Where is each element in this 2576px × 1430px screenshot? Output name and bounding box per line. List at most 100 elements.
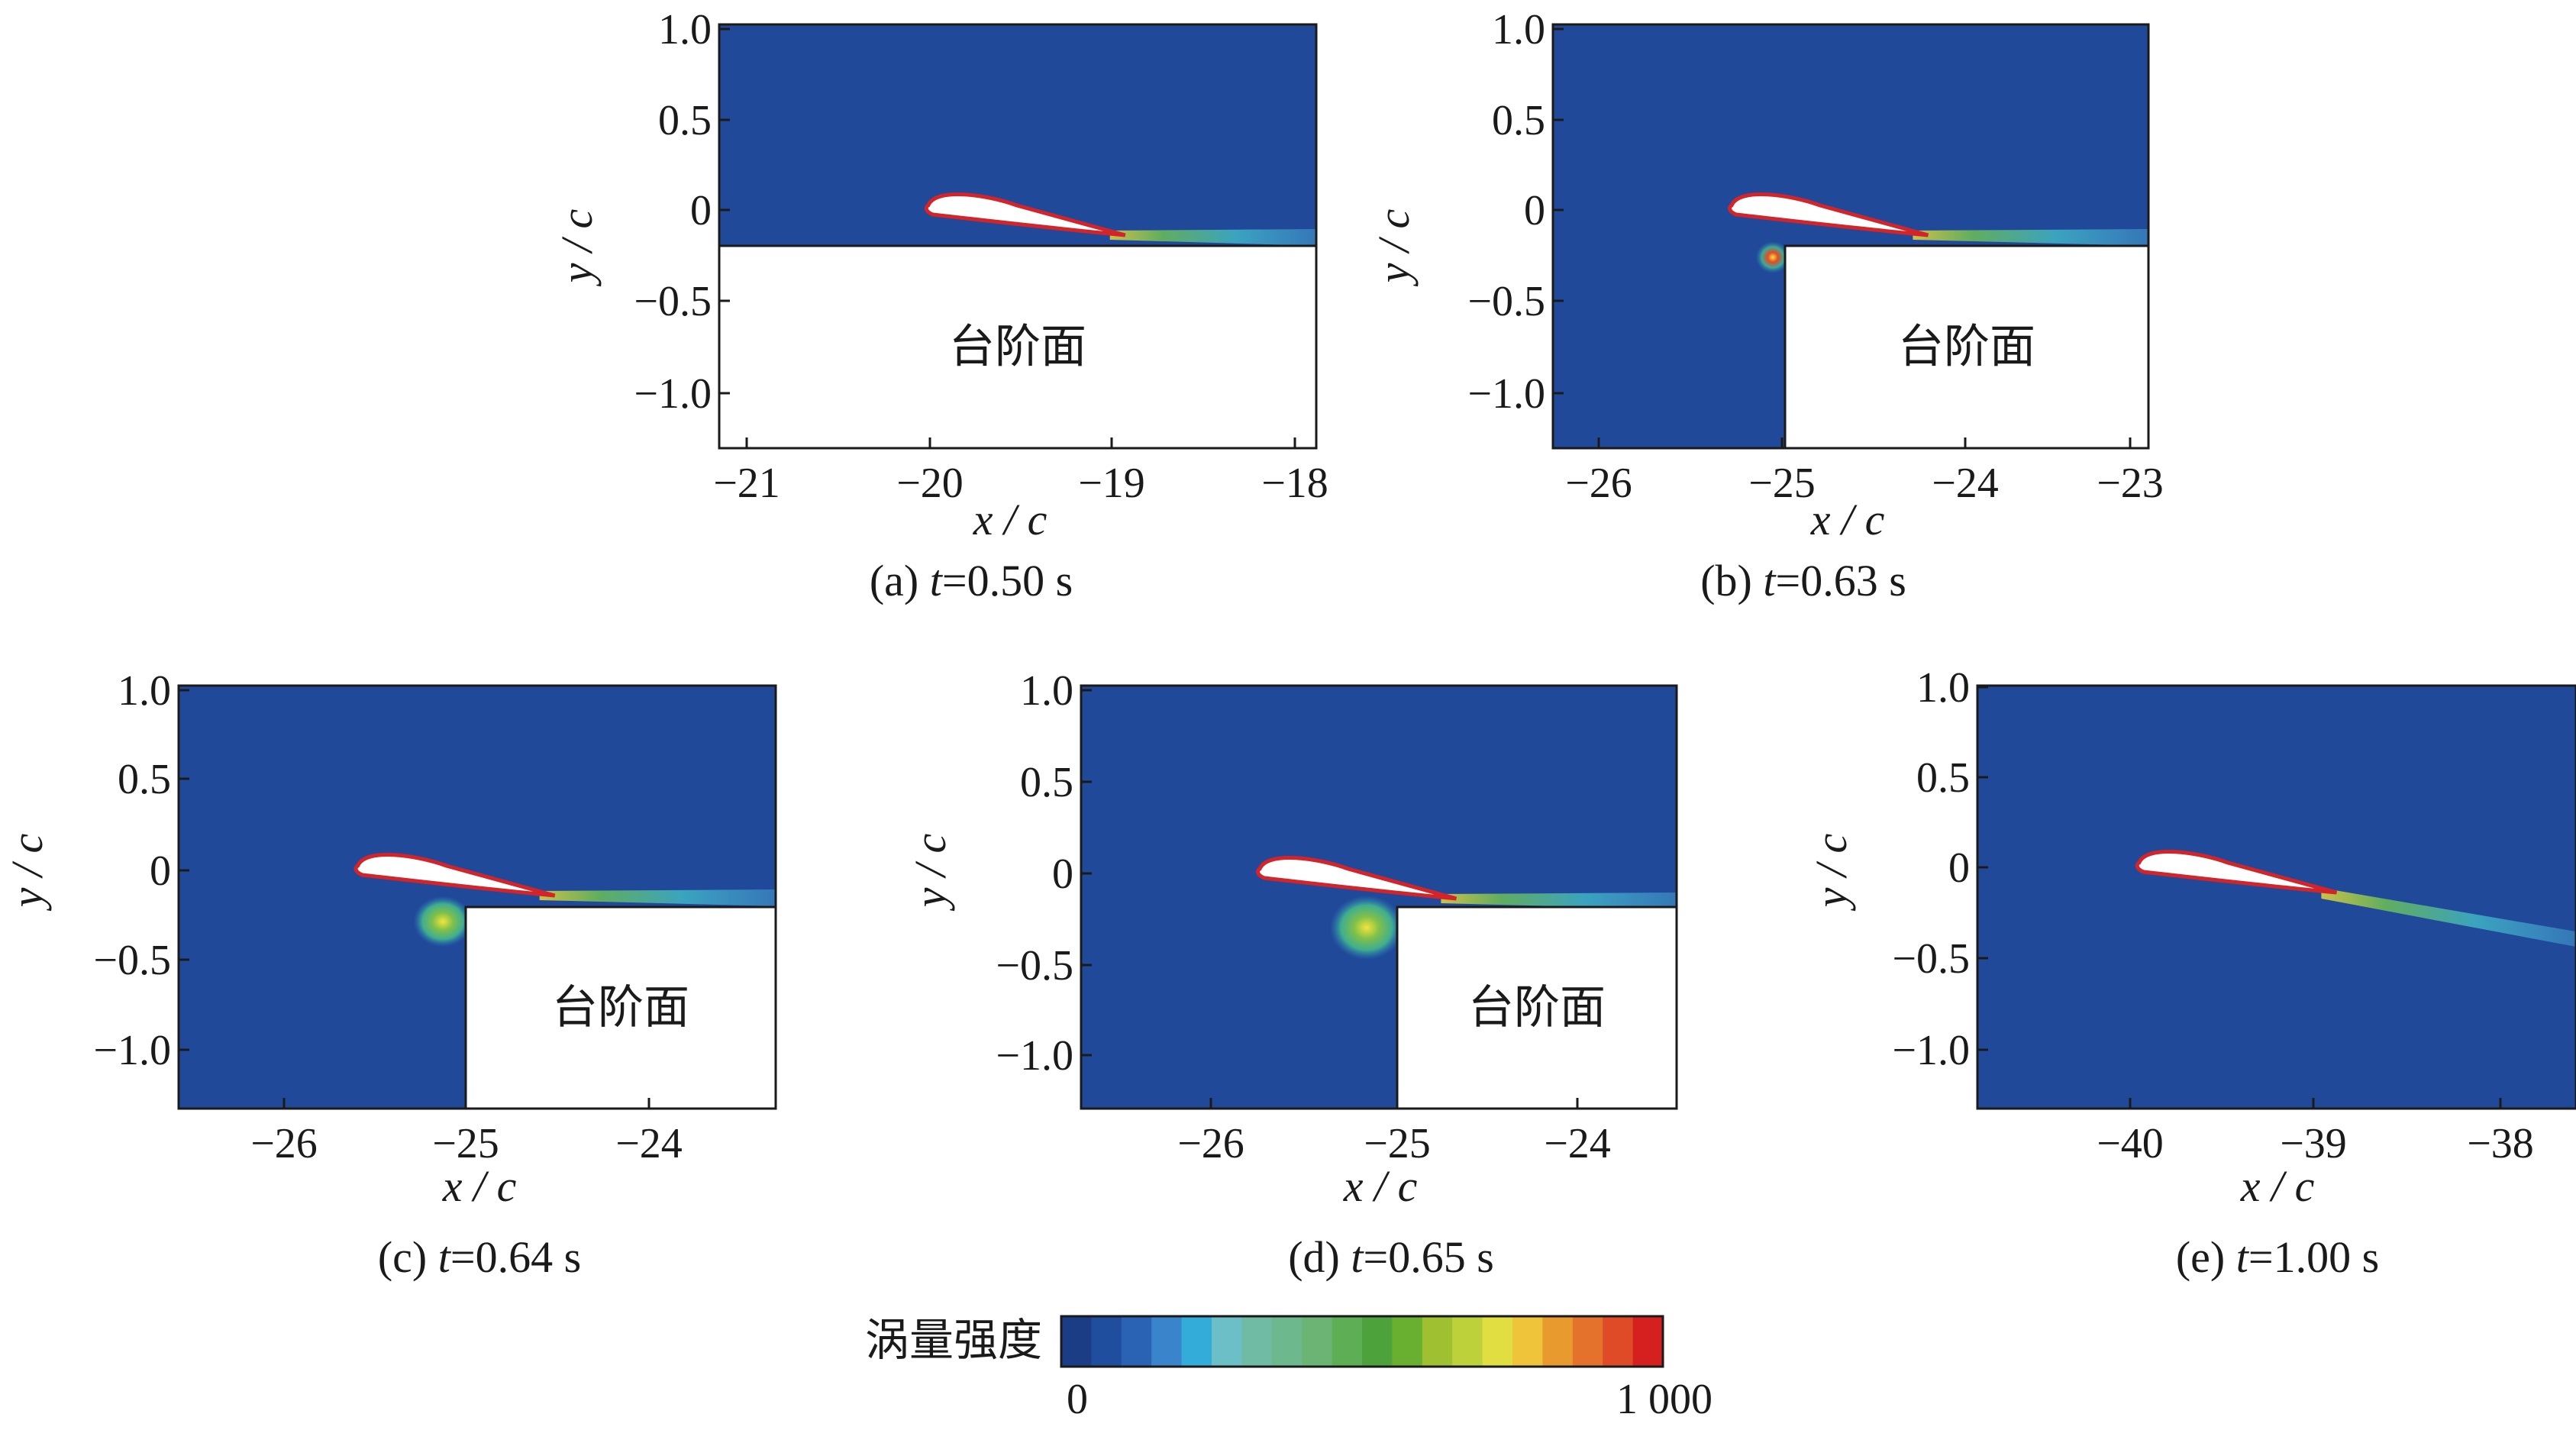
shed-vortex [1755, 241, 1790, 273]
y-axis-label: y / c [905, 833, 955, 911]
x-tick-label: −25 [1748, 460, 1816, 507]
y-tick-label: 0 [690, 187, 712, 234]
y-tick-label: 0.5 [1916, 754, 1970, 802]
colorbar-max-label: 1 000 [1616, 1376, 1712, 1423]
x-tick-label: −25 [432, 1120, 499, 1167]
shed-vortex [413, 896, 473, 947]
x-axis-label: x / c [2240, 1161, 2315, 1211]
colorbar-cell [1392, 1316, 1423, 1367]
colorbar-cell [1632, 1316, 1664, 1367]
y-tick-label: −1.0 [1467, 370, 1545, 418]
y-axis-label: y / c [1806, 833, 1856, 911]
y-tick-label: 0 [1052, 851, 1073, 898]
colorbar-cell [1271, 1316, 1303, 1367]
x-axis-label: x / c [1343, 1161, 1418, 1211]
y-tick-label: −0.5 [1467, 278, 1545, 325]
colorbar-cell [1151, 1316, 1183, 1367]
vorticity-field [1977, 686, 2576, 1109]
x-tick-label: −40 [2097, 1120, 2164, 1167]
colorbar-cell [1572, 1316, 1603, 1367]
colorbar-cell [1542, 1316, 1574, 1367]
panel-caption: (d) t=0.65 s [1288, 1232, 1494, 1282]
y-axis-label: y / c [1369, 208, 1419, 286]
panel-b: 台阶面 −26 −25 −24 −23 1.0 0.5 0 −0.5 −1.0 x / c y / c… [1369, 6, 2164, 605]
wake [1441, 893, 1677, 909]
y-tick-label: 1.0 [1020, 667, 1073, 715]
plot-frame [177, 684, 777, 1110]
colorbar-cell [1422, 1316, 1453, 1367]
y-axis-label: y / c [552, 208, 602, 286]
wake [539, 889, 776, 906]
y-tick-label: −0.5 [93, 937, 171, 984]
colorbar-cell [1452, 1316, 1483, 1367]
airfoil [1256, 856, 1457, 901]
x-tick-label: −24 [1932, 460, 1999, 507]
x-tick-label: −26 [1177, 1120, 1244, 1167]
y-tick-label: −1.0 [996, 1032, 1073, 1080]
step-face [464, 905, 776, 1109]
y-tick-label: 1.0 [1492, 6, 1545, 53]
colorbar: 涡量强度 0 1 000 [865, 1314, 1712, 1423]
y-tick-label: 0 [1948, 844, 1970, 892]
colorbar-cell [1332, 1316, 1363, 1367]
colorbar-frame [1060, 1315, 1664, 1368]
y-tick-label: 0.5 [1020, 759, 1073, 806]
x-tick-label: −24 [615, 1120, 683, 1167]
step-face [719, 244, 1316, 448]
plot-frame [718, 23, 1318, 450]
plot-frame [1976, 684, 2576, 1110]
colorbar-cell [1181, 1316, 1212, 1367]
colorbar-cell [1241, 1316, 1273, 1367]
plot-frame [1551, 23, 2150, 450]
plot-frame [1080, 684, 1678, 1110]
step-face-label: 台阶面 [949, 321, 1086, 374]
step-face-label: 台阶面 [552, 981, 689, 1035]
panel-caption: (c) t=0.64 s [378, 1232, 581, 1282]
step-face-label: 台阶面 [1898, 321, 2035, 374]
wake [1913, 229, 2148, 246]
x-tick-label: −19 [1078, 460, 1145, 507]
x-tick-label: −21 [713, 460, 780, 507]
colorbar-cell [1061, 1316, 1092, 1367]
y-tick-label: −1.0 [1892, 1027, 1970, 1074]
step-face [1784, 244, 2148, 448]
y-tick-label: 0.5 [118, 756, 171, 803]
shed-vortex [1330, 896, 1403, 960]
colorbar-cell [1091, 1316, 1122, 1367]
y-tick-label: 0.5 [658, 97, 712, 144]
step-face-label: 台阶面 [1468, 981, 1606, 1035]
colorbar-cell [1302, 1316, 1333, 1367]
y-tick-label: 0 [150, 847, 171, 895]
x-tick-label: −18 [1261, 460, 1328, 507]
x-axis-label: x / c [1810, 495, 1885, 544]
airfoil [1728, 192, 1929, 237]
y-tick-label: 1.0 [118, 667, 171, 715]
colorbar-title: 涡量强度 [865, 1314, 1042, 1366]
x-tick-label: −26 [1565, 460, 1632, 507]
panel-caption: (e) t=1.00 s [2176, 1232, 2379, 1282]
panel-c: 台阶面 −26 −25 −24 1.0 0.5 0 −0.5 −1.0 x / c y / c (c)… [2, 667, 777, 1282]
panel-e: −40 −39 −38 1.0 0.5 0 −0.5 −1.0 x / c y / c (e) t=… [1806, 664, 2576, 1282]
x-tick-label: −23 [2097, 460, 2164, 507]
x-tick-label: −38 [2467, 1120, 2534, 1167]
colorbar-cell [1362, 1316, 1393, 1367]
step-face [1396, 905, 1677, 1109]
panel-caption: (a) t=0.50 s [870, 556, 1073, 605]
y-tick-label: −0.5 [1892, 935, 1970, 983]
x-tick-label: −39 [2280, 1120, 2347, 1167]
x-axis-label: x / c [442, 1161, 517, 1211]
y-tick-label: 0.5 [1492, 97, 1545, 144]
airfoil [924, 192, 1126, 237]
y-tick-label: 0 [1524, 187, 1545, 234]
y-axis-label: y / c [2, 833, 52, 911]
y-tick-label: −0.5 [634, 278, 712, 325]
panel-a: 台阶面 −21 −20 −19 −18 1.0 0.5 0 −0.5 −1.0 x / c y / c… [552, 6, 1328, 605]
x-tick-label: −25 [1364, 1120, 1431, 1167]
colorbar-cell [1512, 1316, 1543, 1367]
x-tick-label: −26 [250, 1120, 318, 1167]
colorbar-cell [1603, 1316, 1634, 1367]
wake [2321, 888, 2576, 947]
colorbar-cell [1212, 1316, 1242, 1367]
panel-caption: (b) t=0.63 s [1700, 556, 1906, 605]
